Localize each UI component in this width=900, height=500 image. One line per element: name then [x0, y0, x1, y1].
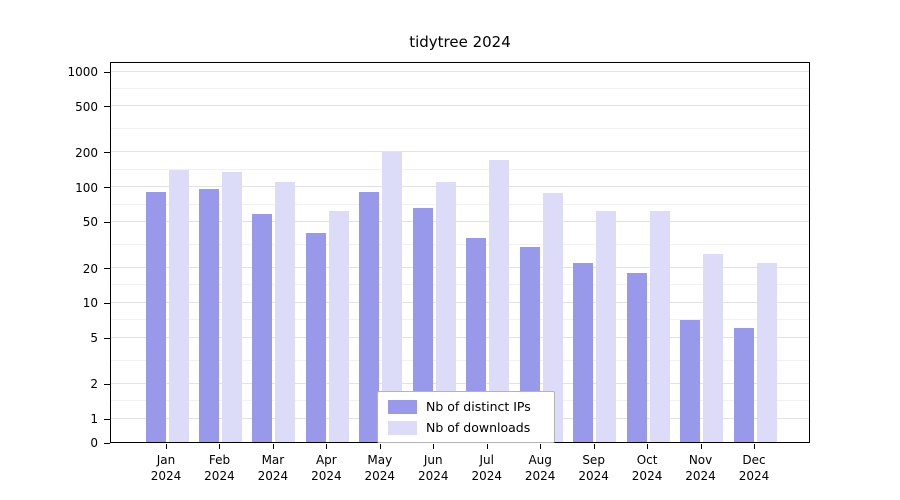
- chart-title: tidytree 2024: [409, 33, 511, 51]
- bar-downloads: [382, 152, 403, 442]
- x-tick-label: Sep 2024: [578, 453, 609, 483]
- x-tick-label: Jul 2024: [471, 453, 502, 483]
- gridline-major: [111, 105, 809, 107]
- y-tick-mark: [104, 187, 110, 189]
- x-tick-mark: [272, 444, 274, 449]
- gridline-major: [111, 151, 809, 153]
- x-tick-mark: [754, 444, 755, 449]
- y-tick-mark: [104, 71, 110, 73]
- x-tick-label: Mar 2024: [257, 453, 289, 483]
- x-tick-label: Oct 2024: [631, 453, 663, 483]
- x-tick-label: May 2024: [364, 453, 396, 483]
- y-tick-mark: [104, 106, 110, 108]
- legend-label-downloads: Nb of downloads: [426, 420, 531, 435]
- x-tick-mark: [379, 444, 381, 449]
- legend-item-distinct-ips: Nb of distinct IPs: [388, 399, 544, 414]
- x-tick-mark: [700, 444, 702, 449]
- gridline-minor: [111, 168, 809, 170]
- y-tick-label: 1: [90, 412, 98, 426]
- y-tick-label: 20: [82, 261, 98, 276]
- y-tick-label: 5: [90, 331, 98, 346]
- x-tick-mark: [647, 444, 649, 449]
- y-tick-label: 2: [90, 377, 98, 392]
- x-tick-label: Jun 2024: [417, 453, 449, 483]
- x-tick-mark: [486, 444, 488, 449]
- gridline-major: [111, 336, 809, 338]
- bar-distinct-ips: [145, 191, 166, 442]
- y-tick-mark: [104, 442, 110, 444]
- bar-distinct-ips: [733, 328, 754, 442]
- gridline-minor: [111, 319, 809, 321]
- bar-downloads: [649, 210, 670, 442]
- gridline-major: [111, 301, 809, 303]
- y-tick-mark: [104, 337, 110, 339]
- gridline-minor: [111, 128, 809, 130]
- x-tick-label: Feb 2024: [204, 453, 235, 483]
- bar-downloads: [328, 210, 349, 442]
- bar-distinct-ips: [198, 189, 219, 442]
- gridline-major: [111, 221, 809, 222]
- bar-distinct-ips: [680, 320, 701, 442]
- y-tick-label: 50: [82, 215, 98, 230]
- gridline-minor: [111, 359, 809, 361]
- legend-swatch-distinct-ips: [388, 399, 417, 414]
- gridline-minor: [111, 87, 809, 89]
- bar-distinct-ips: [412, 208, 433, 442]
- bar-downloads: [221, 171, 242, 442]
- legend-label-distinct-ips: Nb of distinct IPs: [426, 399, 531, 414]
- x-tick-label: Aug 2024: [524, 453, 556, 483]
- y-tick-label: 10: [82, 296, 98, 311]
- legend-item-downloads: Nb of downloads: [388, 420, 544, 435]
- x-tick-label: Nov 2024: [685, 453, 716, 483]
- y-tick-mark: [104, 302, 110, 304]
- x-tick-mark: [219, 444, 221, 449]
- plot-area: [110, 62, 810, 443]
- bar-distinct-ips: [573, 262, 594, 442]
- bar-downloads: [489, 160, 510, 442]
- x-tick-label: Apr 2024: [311, 453, 342, 483]
- bar-downloads: [435, 181, 456, 442]
- bar-distinct-ips: [359, 191, 380, 442]
- gridline-major: [111, 70, 809, 72]
- x-tick-mark: [326, 444, 328, 449]
- x-tick-label: Jan 2024: [150, 453, 182, 483]
- y-tick-label: 500: [75, 99, 98, 114]
- legend: Nb of distinct IPs Nb of downloads: [377, 391, 555, 443]
- bar-downloads: [756, 262, 777, 442]
- bar-downloads: [596, 210, 617, 442]
- legend-swatch-downloads: [388, 420, 417, 435]
- bar-downloads: [542, 193, 563, 442]
- gridline-major: [111, 382, 809, 384]
- x-tick-mark: [593, 444, 595, 449]
- bar-downloads: [168, 169, 189, 442]
- y-tick-mark: [104, 268, 110, 269]
- x-tick-mark: [166, 444, 167, 449]
- y-tick-label: 1000: [67, 65, 98, 79]
- y-tick-mark: [104, 418, 110, 420]
- y-tick-mark: [104, 221, 110, 223]
- y-tick-mark: [104, 152, 110, 154]
- gridline-minor: [111, 284, 809, 286]
- gridline-major: [111, 267, 809, 269]
- x-tick-mark: [433, 444, 435, 449]
- y-tick-label: 100: [75, 180, 98, 195]
- y-tick-mark: [104, 383, 110, 385]
- gridline-major: [111, 186, 809, 188]
- bar-distinct-ips: [626, 272, 647, 442]
- y-tick-label: 0: [90, 436, 98, 450]
- gridline-minor: [111, 203, 809, 205]
- bar-downloads: [275, 181, 296, 442]
- gridline-minor: [111, 244, 809, 245]
- x-tick-label: Dec 2024: [738, 453, 770, 483]
- bar-distinct-ips: [252, 214, 273, 442]
- x-tick-mark: [540, 444, 542, 449]
- y-tick-label: 200: [75, 145, 98, 160]
- bar-distinct-ips: [305, 232, 326, 442]
- bar-downloads: [703, 254, 724, 442]
